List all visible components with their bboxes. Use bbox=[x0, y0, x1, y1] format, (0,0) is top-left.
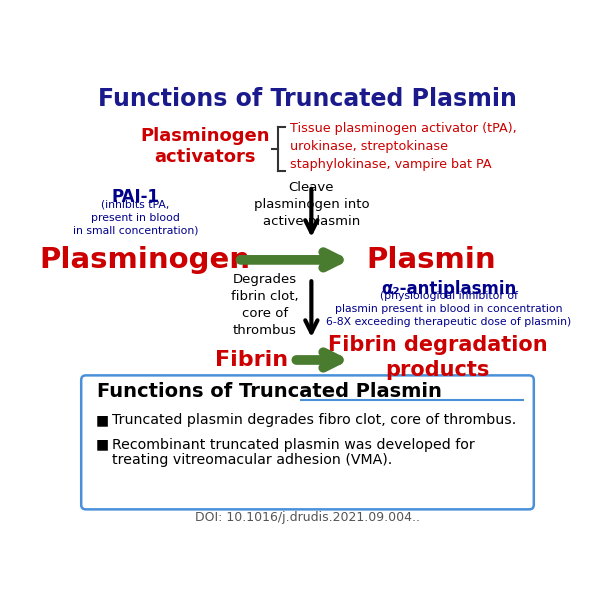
Text: (inhibits tPA,
present in blood
in small concentration): (inhibits tPA, present in blood in small… bbox=[73, 199, 198, 236]
Text: DOI: 10.1016/j.drudis.2021.09.004..: DOI: 10.1016/j.drudis.2021.09.004.. bbox=[195, 511, 420, 524]
Text: ■: ■ bbox=[96, 413, 109, 427]
Text: Plasminogen
activators: Plasminogen activators bbox=[140, 127, 270, 166]
Text: Plasminogen: Plasminogen bbox=[39, 246, 250, 274]
Text: Functions of Truncated Plasmin: Functions of Truncated Plasmin bbox=[98, 87, 517, 111]
Text: α₂-antiplasmin: α₂-antiplasmin bbox=[381, 280, 516, 298]
Text: (physiological inhibitor of
plasmin present in blood in concentration
6-8X excee: (physiological inhibitor of plasmin pres… bbox=[326, 291, 571, 328]
Text: Tissue plasminogen activator (tPA),
urokinase, streptokinase
staphylokinase, vam: Tissue plasminogen activator (tPA), urok… bbox=[290, 122, 517, 171]
Text: Truncated plasmin degrades fibro clot, core of thrombus.: Truncated plasmin degrades fibro clot, c… bbox=[112, 413, 517, 427]
Text: Fibrin degradation
products: Fibrin degradation products bbox=[328, 335, 548, 380]
Text: treating vitreomacular adhesion (VMA).: treating vitreomacular adhesion (VMA). bbox=[112, 453, 392, 467]
Text: Fibrin: Fibrin bbox=[215, 350, 288, 370]
Text: ■: ■ bbox=[96, 437, 109, 452]
Text: Degrades
fibrin clot,
core of
thrombus: Degrades fibrin clot, core of thrombus bbox=[231, 272, 299, 337]
FancyBboxPatch shape bbox=[81, 376, 534, 509]
Text: Recombinant truncated plasmin was developed for: Recombinant truncated plasmin was develo… bbox=[112, 437, 475, 452]
Text: PAI-1: PAI-1 bbox=[112, 188, 160, 206]
Text: Cleave
plasminogen into
active plasmin: Cleave plasminogen into active plasmin bbox=[254, 181, 369, 228]
Text: Plasmin: Plasmin bbox=[367, 246, 496, 274]
Text: Functions of Truncated Plasmin: Functions of Truncated Plasmin bbox=[97, 382, 442, 401]
